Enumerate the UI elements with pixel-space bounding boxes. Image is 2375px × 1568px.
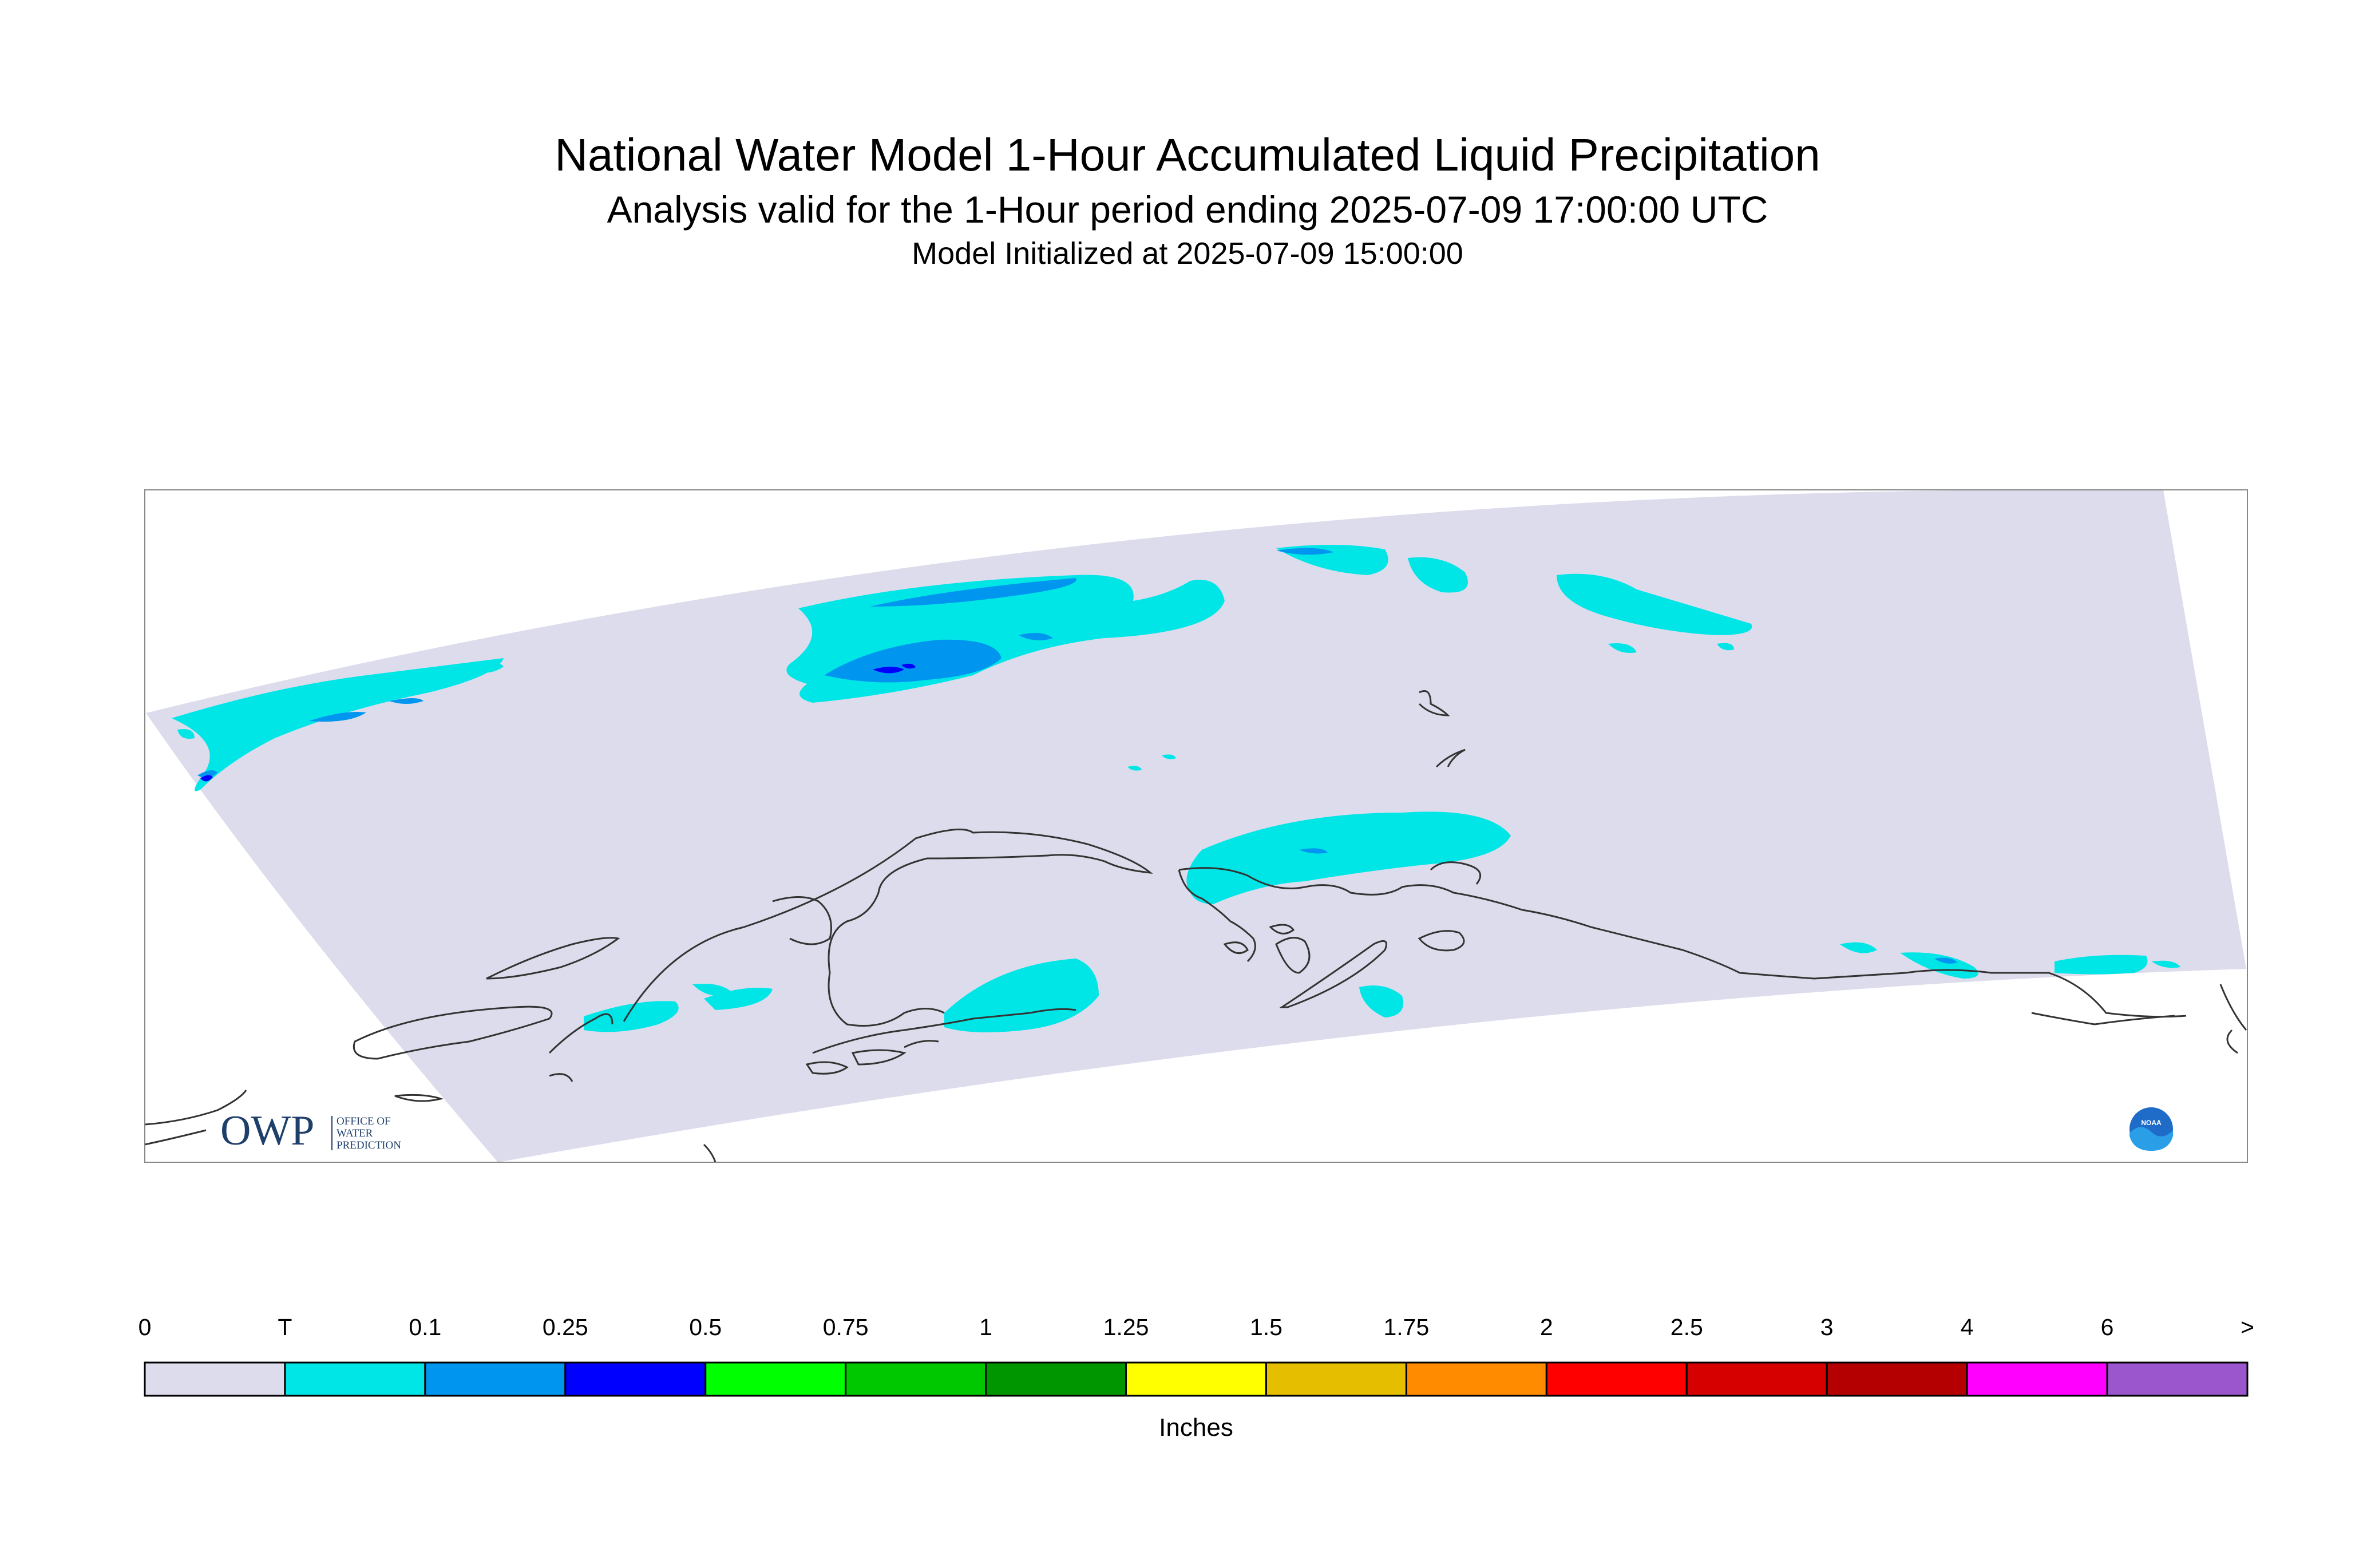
colorbar-tick-label: 0.75: [822, 1314, 869, 1340]
colorbar-swatch: [1265, 1361, 1407, 1397]
owp-logo-text: OWP: [220, 1107, 314, 1154]
colorbar-swatch: [1685, 1361, 1828, 1397]
colorbar-swatch: [1826, 1361, 1968, 1397]
coastlines: [145, 690, 2247, 1162]
colorbar-tick-label: 1.25: [1103, 1314, 1149, 1340]
colorbar-tick-label: 4: [1960, 1314, 1974, 1340]
precip-dark-blue-areas: [200, 663, 916, 782]
colorbar-tick-label: 0.5: [689, 1314, 722, 1340]
colorbar-unit-label: Inches: [1159, 1413, 1233, 1442]
colorbar-tick-label: 0: [138, 1314, 152, 1340]
noaa-logo-text: NOAA: [2141, 1119, 2162, 1127]
colorbar-tick-label: 0.1: [409, 1314, 442, 1340]
colorbar-swatch: [1405, 1361, 1547, 1397]
noaa-logo: NOAA: [2127, 1105, 2175, 1153]
map-title: National Water Model 1-Hour Accumulated …: [555, 129, 1820, 180]
model-domain: [146, 490, 2246, 1162]
model-init-line: Model Initialized at 2025-07-09 15:00:00: [912, 236, 1463, 271]
colorbar-swatch: [424, 1361, 567, 1397]
colorbar: [144, 1361, 2249, 1397]
colorbar-swatch: [985, 1361, 1127, 1397]
owp-logo-line-1: OFFICE OF: [337, 1115, 391, 1127]
colorbar-swatch: [564, 1361, 707, 1397]
owp-logo-line-2: WATER: [337, 1127, 373, 1139]
colorbar-tick-label: 2: [1539, 1314, 1553, 1340]
colorbar-swatch: [845, 1361, 987, 1397]
colorbar-tick-label: 0.25: [542, 1314, 588, 1340]
colorbar-swatch: [704, 1361, 847, 1397]
colorbar-tick-label: >: [2241, 1314, 2254, 1340]
colorbar-tick-label: 1.75: [1383, 1314, 1430, 1340]
colorbar-tick-label: 1: [979, 1314, 992, 1340]
colorbar-swatch: [144, 1361, 286, 1397]
colorbar-swatch: [284, 1361, 426, 1397]
map-subtitle: Analysis valid for the 1-Hour period end…: [607, 188, 1768, 231]
colorbar-swatch: [1966, 1361, 2108, 1397]
owp-logo-line-3: PREDICTION: [337, 1139, 401, 1151]
colorbar-tick-label: T: [278, 1314, 292, 1340]
colorbar-swatch: [2106, 1361, 2249, 1397]
colorbar-swatch: [1545, 1361, 1688, 1397]
map-frame: [144, 489, 2248, 1163]
colorbar-tick-label: 2.5: [1670, 1314, 1703, 1340]
colorbar-tick-label: 3: [1820, 1314, 1834, 1340]
owp-logo: OWP OFFICE OF WATER PREDICTION: [220, 1107, 401, 1154]
colorbar-tick-label: 1.5: [1249, 1314, 1282, 1340]
colorbar-tick-label: 6: [2100, 1314, 2114, 1340]
precip-light-blue-areas: [197, 548, 1957, 964]
colorbar-swatch: [1125, 1361, 1267, 1397]
